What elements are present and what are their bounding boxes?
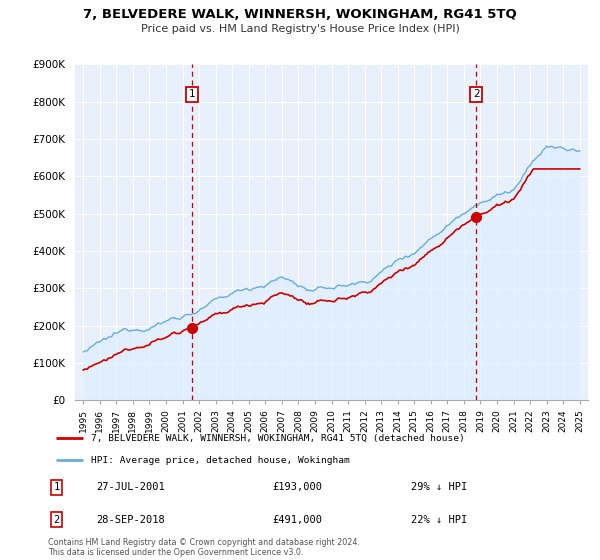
Text: 1: 1 (53, 482, 59, 492)
Text: 28-SEP-2018: 28-SEP-2018 (96, 515, 165, 525)
Text: Contains HM Land Registry data © Crown copyright and database right 2024.
This d: Contains HM Land Registry data © Crown c… (48, 538, 360, 557)
Text: 22% ↓ HPI: 22% ↓ HPI (411, 515, 467, 525)
Text: 7, BELVEDERE WALK, WINNERSH, WOKINGHAM, RG41 5TQ (detached house): 7, BELVEDERE WALK, WINNERSH, WOKINGHAM, … (91, 434, 464, 443)
Text: 1: 1 (189, 89, 196, 99)
Text: 2: 2 (53, 515, 59, 525)
Text: 29% ↓ HPI: 29% ↓ HPI (411, 482, 467, 492)
Text: £491,000: £491,000 (272, 515, 322, 525)
Text: Price paid vs. HM Land Registry's House Price Index (HPI): Price paid vs. HM Land Registry's House … (140, 24, 460, 34)
Text: 2: 2 (473, 89, 479, 99)
Text: 27-JUL-2001: 27-JUL-2001 (96, 482, 165, 492)
Text: HPI: Average price, detached house, Wokingham: HPI: Average price, detached house, Woki… (91, 456, 349, 465)
Text: £193,000: £193,000 (272, 482, 322, 492)
Text: 7, BELVEDERE WALK, WINNERSH, WOKINGHAM, RG41 5TQ: 7, BELVEDERE WALK, WINNERSH, WOKINGHAM, … (83, 8, 517, 21)
